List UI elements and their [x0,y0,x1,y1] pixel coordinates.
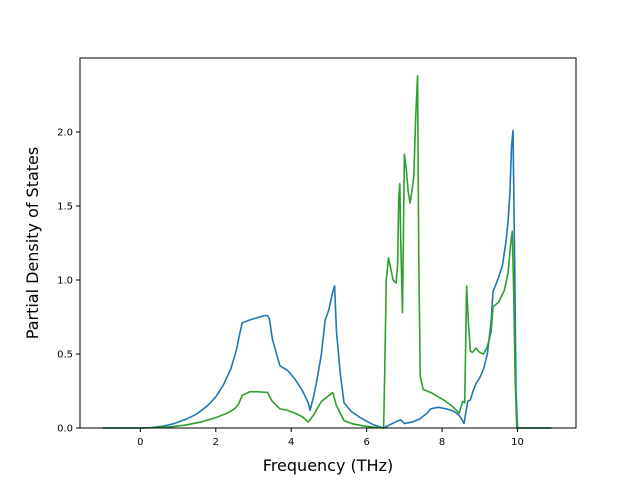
y-axis-label: Partial Density of States [23,147,42,339]
series-layer [102,74,552,429]
plot-frame [79,57,577,429]
x-tick-label: 2 [213,437,219,448]
x-axis-label: Frequency (THz) [263,456,393,475]
y-axis-ticks: 0.0 0.5 1.0 1.5 2.0 [57,128,80,435]
series-line-1 [102,129,552,429]
y-tick-label: 0.5 [57,350,73,361]
y-tick-label: 1.0 [57,276,73,287]
y-tick-label: 0.0 [57,424,73,435]
y-tick-label: 1.5 [57,202,73,213]
x-tick-label: 0 [137,437,143,448]
series-line-2 [102,74,552,429]
x-axis-ticks: 0 2 4 6 8 10 [137,428,524,448]
y-tick-label: 2.0 [57,128,73,139]
x-tick-label: 8 [439,437,445,448]
x-tick-label: 4 [288,437,294,448]
x-tick-label: 6 [363,437,369,448]
x-tick-label: 10 [511,437,524,448]
